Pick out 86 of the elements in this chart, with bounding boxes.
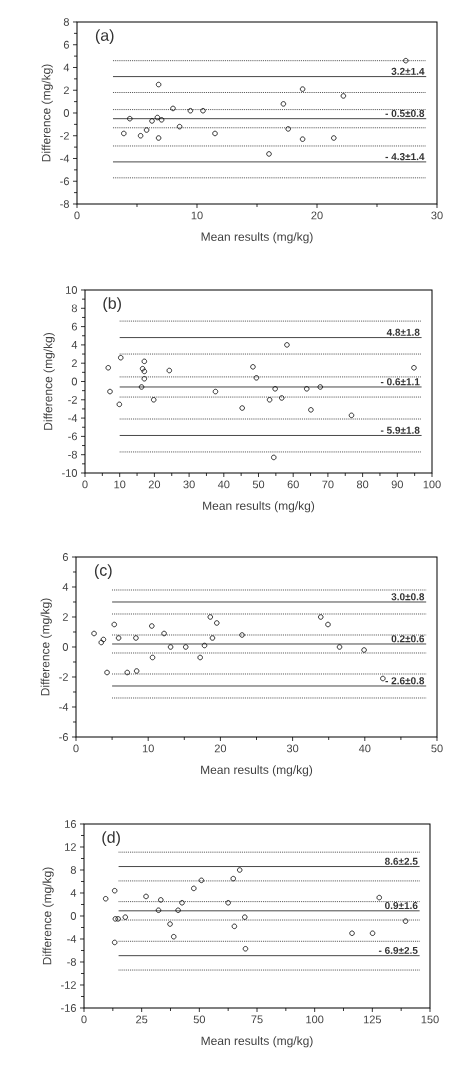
x-tick-label: 50 (193, 1015, 206, 1024)
annotation: (c) (94, 564, 112, 580)
y-tick-label: 4 (63, 63, 70, 72)
y-tick-label: -4 (67, 935, 77, 943)
y-tick-label: -6 (60, 177, 69, 186)
x-tick-label: 80 (356, 480, 369, 489)
ref-line-label: - 2.6±0.8 (385, 677, 425, 685)
x-tick-label: 10 (142, 744, 154, 753)
y-tick-label: 4 (62, 583, 69, 591)
y-tick-label: 10 (66, 286, 78, 294)
x-tick-label: 20 (148, 480, 161, 489)
x-tick-label: 50 (252, 480, 265, 489)
x-tick-label: 0 (82, 480, 88, 489)
y-tick-label: -2 (68, 395, 77, 404)
ref-line-label: 4.8±1.8 (386, 328, 420, 336)
ref-line-label: - 0.5±0.8 (385, 109, 425, 117)
x-tick-label: 125 (363, 1015, 382, 1024)
x-tick-label: 90 (391, 480, 403, 489)
ref-line-label: 3.0±0.8 (391, 593, 425, 601)
ref-line-label: - 4.3±1.4 (385, 153, 425, 161)
annotation: (d) (102, 831, 120, 847)
ref-line-label: - 5.9±1.8 (380, 426, 420, 434)
x-tick-label: 40 (217, 480, 230, 489)
y-tick-label: -6 (59, 733, 68, 741)
y-tick-label: 6 (62, 553, 68, 561)
y-tick-label: -8 (67, 958, 76, 966)
y-tick-label: -12 (61, 981, 76, 989)
x-tick-label: 10 (191, 211, 203, 220)
x-tick-label: 20 (311, 211, 323, 220)
y-tick-label: -8 (60, 200, 69, 208)
x-tick-label: 75 (251, 1015, 263, 1024)
ref-line-label: 8.6±2.5 (384, 857, 418, 865)
x-tick-label: 70 (322, 480, 334, 489)
y-axis-title: Difference (mg/kg) (41, 64, 53, 162)
ref-line-label: - 6.9±2.5 (378, 946, 418, 954)
y-tick-label: 2 (63, 86, 69, 95)
y-tick-label: 8 (71, 304, 77, 313)
x-tick-label: 100 (306, 1015, 324, 1024)
ref-line-label: 0.9±1.6 (385, 902, 418, 910)
x-tick-label: 10 (114, 480, 126, 489)
y-tick-label: 0 (71, 377, 78, 386)
y-tick-label: -16 (61, 1004, 76, 1012)
y-tick-label: -4 (59, 703, 69, 711)
y-tick-label: 12 (65, 843, 76, 851)
y-tick-label: 6 (63, 40, 69, 49)
y-tick-label: 8 (63, 18, 69, 26)
y-tick-label: 2 (62, 613, 68, 621)
y-tick-label: 0 (63, 109, 70, 117)
y-tick-label: 4 (70, 889, 77, 897)
x-tick-label: 40 (358, 744, 371, 753)
ref-line-label: - 0.6±1.1 (380, 378, 420, 386)
x-axis-title: Mean results (mg/kg) (203, 501, 315, 513)
y-tick-label: 0 (70, 912, 77, 920)
y-axis-title: Difference (mg/kg) (40, 598, 52, 696)
y-tick-label: -4 (60, 154, 70, 163)
x-tick-label: 150 (421, 1015, 439, 1024)
ref-line-label: 0.2±0.6 (391, 635, 425, 643)
y-tick-label: -6 (68, 432, 77, 441)
x-axis-title: Mean results (mg/kg) (201, 765, 313, 777)
y-tick-label: 2 (71, 359, 77, 368)
y-tick-label: 16 (65, 820, 76, 828)
x-tick-label: 30 (286, 744, 299, 753)
y-tick-label: -4 (68, 414, 78, 422)
y-tick-label: 8 (70, 866, 76, 874)
x-tick-label: 30 (431, 211, 443, 220)
y-axis-title: Difference (mg/kg) (42, 867, 54, 965)
y-tick-label: -2 (59, 673, 68, 681)
x-axis-title: Mean results (mg/kg) (201, 232, 313, 244)
y-tick-label: -2 (60, 131, 69, 140)
x-tick-label: 25 (136, 1015, 148, 1024)
annotation: (a) (95, 29, 114, 45)
y-tick-label: -10 (62, 469, 78, 477)
x-tick-label: 100 (423, 480, 441, 489)
y-tick-label: 6 (71, 322, 77, 331)
x-tick-label: 50 (431, 744, 443, 753)
x-tick-label: 30 (183, 480, 195, 489)
x-tick-label: 20 (214, 744, 227, 753)
annotation: (b) (103, 297, 121, 313)
y-tick-label: -8 (68, 450, 77, 459)
y-tick-label: 4 (71, 341, 78, 349)
ref-line-label: 3.2±1.4 (391, 67, 425, 75)
y-tick-label: 0 (62, 643, 69, 651)
y-axis-title: Difference (mg/kg) (43, 333, 55, 430)
x-axis-title: Mean results (mg/kg) (201, 1036, 313, 1048)
x-tick-label: 0 (81, 1015, 87, 1024)
x-tick-label: 60 (287, 480, 299, 489)
